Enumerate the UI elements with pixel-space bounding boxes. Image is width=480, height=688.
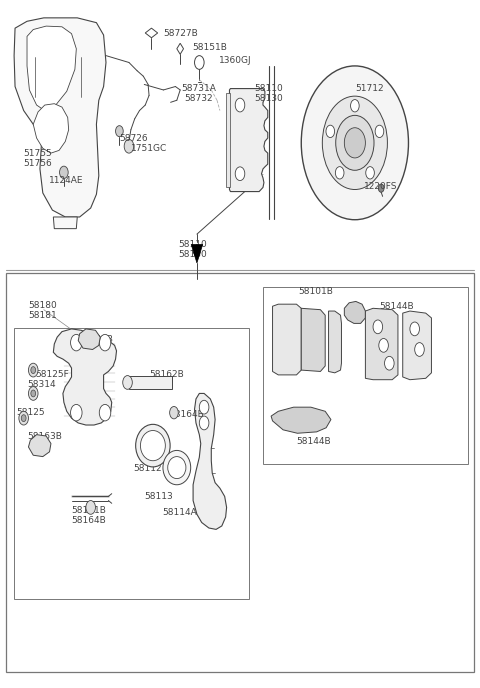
Text: 58161B: 58161B <box>72 506 107 515</box>
Text: 58112: 58112 <box>134 464 162 473</box>
Circle shape <box>71 405 82 421</box>
Polygon shape <box>328 311 341 373</box>
Circle shape <box>71 334 82 351</box>
Text: 58314: 58314 <box>27 380 56 389</box>
Circle shape <box>378 184 384 192</box>
Text: 58101B: 58101B <box>299 288 333 297</box>
Circle shape <box>28 387 38 400</box>
Circle shape <box>235 98 245 112</box>
Polygon shape <box>273 304 301 375</box>
Polygon shape <box>191 244 203 263</box>
Text: 58164B: 58164B <box>72 516 106 525</box>
Circle shape <box>235 167 245 180</box>
Text: 58163B: 58163B <box>27 432 62 441</box>
Bar <box>129 376 172 389</box>
Text: 58125F: 58125F <box>35 369 69 378</box>
Ellipse shape <box>168 457 186 479</box>
Text: 58144B: 58144B <box>379 303 413 312</box>
Circle shape <box>373 320 383 334</box>
Circle shape <box>21 415 26 422</box>
Circle shape <box>323 96 387 189</box>
Circle shape <box>410 322 420 336</box>
Text: 1360GJ: 1360GJ <box>218 56 251 65</box>
Circle shape <box>99 334 111 351</box>
Polygon shape <box>403 311 432 380</box>
Circle shape <box>86 501 96 514</box>
Circle shape <box>199 416 209 430</box>
Text: 51755: 51755 <box>24 149 52 158</box>
Ellipse shape <box>136 424 170 467</box>
Text: 58180: 58180 <box>28 301 57 310</box>
Text: 58130: 58130 <box>254 94 283 103</box>
Polygon shape <box>78 329 100 350</box>
Polygon shape <box>301 308 325 372</box>
Circle shape <box>379 338 388 352</box>
Text: 58110: 58110 <box>179 240 207 249</box>
Polygon shape <box>229 89 268 191</box>
Circle shape <box>169 407 178 419</box>
Circle shape <box>350 100 359 112</box>
Polygon shape <box>53 217 77 228</box>
Circle shape <box>123 376 132 389</box>
Text: 58114A: 58114A <box>162 508 197 517</box>
Text: 58113: 58113 <box>144 492 173 501</box>
Circle shape <box>116 126 123 137</box>
Polygon shape <box>365 308 398 380</box>
Circle shape <box>366 166 374 179</box>
Text: 58163B: 58163B <box>78 335 113 345</box>
Polygon shape <box>193 394 227 529</box>
Text: 1124AE: 1124AE <box>48 176 83 185</box>
Text: 51756: 51756 <box>24 159 52 168</box>
Circle shape <box>99 405 111 421</box>
Circle shape <box>375 125 384 138</box>
Text: 58731A: 58731A <box>181 84 216 93</box>
Polygon shape <box>53 329 117 425</box>
Text: 58162B: 58162B <box>149 370 184 379</box>
Text: 58110: 58110 <box>254 84 283 93</box>
Ellipse shape <box>163 451 191 485</box>
Text: 1751GC: 1751GC <box>131 144 167 153</box>
Text: 58181: 58181 <box>28 312 57 321</box>
Text: 58130: 58130 <box>179 250 207 259</box>
Text: 58164B: 58164B <box>169 409 204 418</box>
Polygon shape <box>14 18 106 217</box>
Polygon shape <box>27 26 76 111</box>
Polygon shape <box>33 104 69 153</box>
Circle shape <box>326 125 335 138</box>
Polygon shape <box>28 435 51 457</box>
Circle shape <box>199 400 209 414</box>
Text: 58726: 58726 <box>120 133 148 142</box>
Polygon shape <box>226 94 230 187</box>
Text: 58727B: 58727B <box>163 29 198 38</box>
Circle shape <box>336 116 374 171</box>
Polygon shape <box>271 407 331 433</box>
Circle shape <box>60 166 68 178</box>
Text: 51712: 51712 <box>355 84 384 93</box>
Ellipse shape <box>141 431 165 461</box>
Circle shape <box>344 128 365 158</box>
Circle shape <box>384 356 394 370</box>
Text: 1220FS: 1220FS <box>363 182 397 191</box>
Circle shape <box>124 140 134 153</box>
Circle shape <box>336 166 344 179</box>
Circle shape <box>301 66 408 219</box>
Text: 58732: 58732 <box>184 94 213 103</box>
Bar <box>6 272 474 672</box>
Circle shape <box>28 363 38 377</box>
Text: 58151B: 58151B <box>192 43 227 52</box>
Circle shape <box>19 411 28 425</box>
Circle shape <box>415 343 424 356</box>
Text: 58144B: 58144B <box>297 437 331 446</box>
Polygon shape <box>344 301 365 323</box>
Circle shape <box>31 390 36 397</box>
Text: 58125: 58125 <box>16 408 45 417</box>
Bar <box>263 287 468 464</box>
Circle shape <box>31 367 36 374</box>
Bar <box>14 328 249 599</box>
